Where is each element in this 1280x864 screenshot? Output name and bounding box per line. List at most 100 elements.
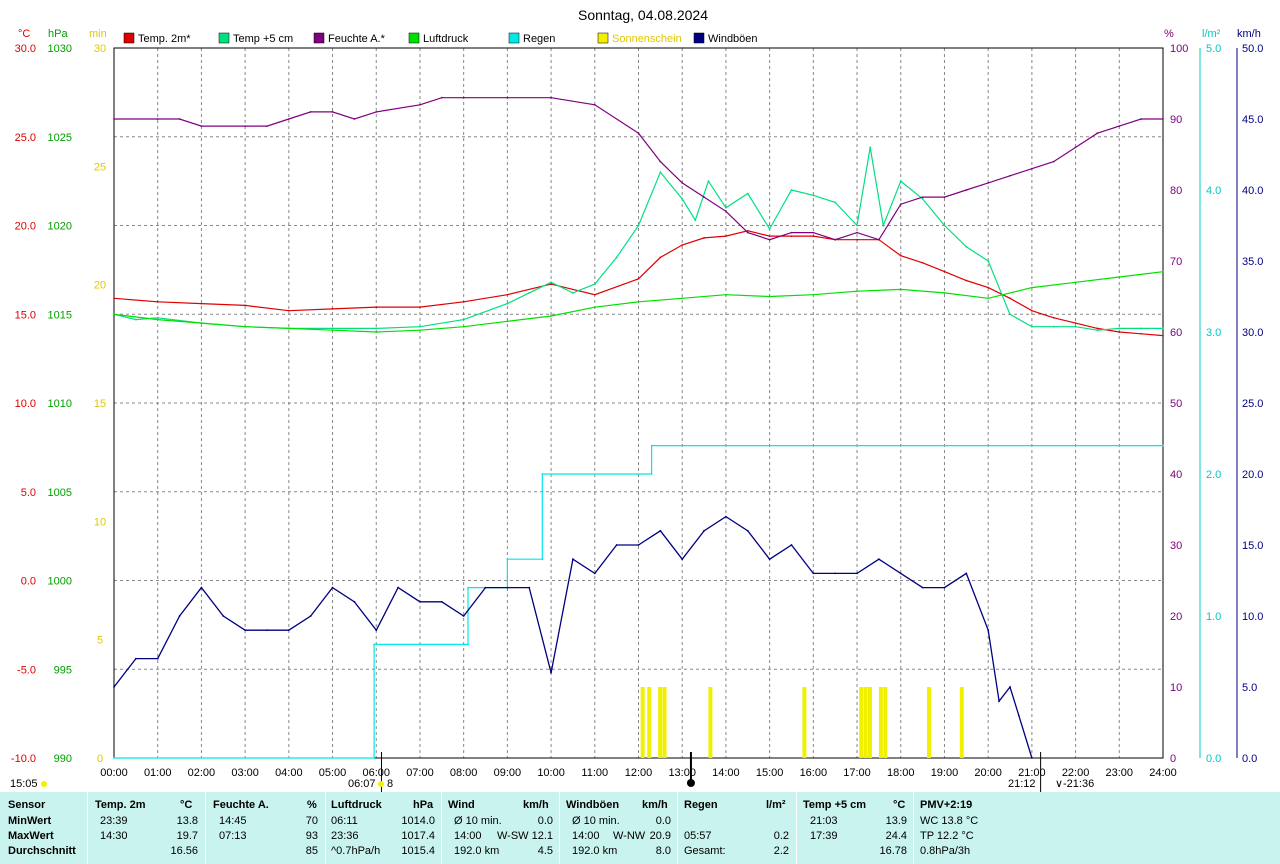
stats-header-hum: Feuchte A. — [213, 799, 269, 811]
stats-press_v-2: 1015.4 — [401, 845, 435, 857]
series-point-3-2 — [200, 322, 203, 325]
series-point-2-7 — [309, 111, 312, 113]
tick-time-9: 09:00 — [494, 767, 522, 779]
stats-header-soil: Temp +5 cm — [803, 799, 867, 811]
series-point-5-11 — [353, 600, 356, 603]
series-point-1-13 — [572, 292, 574, 294]
tick-time-16: 16:00 — [800, 767, 828, 779]
tick-rain-0: 5.0 — [1206, 43, 1221, 55]
stats-hum_t-1: 07:13 — [219, 830, 247, 842]
tick-humidity-2: 80 — [1170, 185, 1182, 197]
series-point-2-33 — [987, 182, 990, 184]
tick-humidity-9: 10 — [1170, 682, 1182, 694]
tick-pressure-1: 1025 — [48, 132, 72, 144]
series-point-3-15 — [768, 295, 771, 298]
sun-icon — [41, 781, 47, 787]
tick-rain-4: 1.0 — [1206, 611, 1221, 623]
series-point-5-39 — [965, 572, 968, 575]
series-point-1-22 — [746, 192, 749, 195]
statistics-table: Sensor Temp. 2m °C Feuchte A. % Luftdruc… — [0, 792, 1280, 864]
stats-header-soil-unit: °C — [893, 799, 906, 811]
series-point-1-36 — [1030, 325, 1033, 328]
tick-time-11: 11:00 — [581, 767, 608, 779]
series-point-2-30 — [921, 196, 924, 199]
tick-time-8: 08:00 — [450, 767, 478, 779]
annot-sunrise: 06:07 — [348, 778, 376, 790]
stats-press_t-2: ^0.7hPa/h — [331, 845, 381, 857]
series-point-2-1 — [156, 118, 159, 120]
stats-gust_t-0: Ø 10 min. — [572, 815, 620, 827]
series-point-5-40 — [987, 629, 990, 632]
series-point-5-38 — [943, 586, 946, 589]
series-point-3-12 — [637, 300, 640, 303]
series-point-5-10 — [331, 586, 334, 589]
tick-time-21: 21:00 — [1018, 767, 1046, 779]
series-point-2-36 — [1052, 160, 1055, 163]
series-point-1-35 — [1009, 313, 1011, 316]
series-point-2-34 — [1009, 174, 1011, 177]
legend-swatch-3 — [408, 32, 420, 44]
series-point-0-34 — [1118, 331, 1121, 333]
tick-time-10: 10:00 — [537, 767, 565, 779]
series-point-1-34 — [987, 260, 990, 262]
series-point-0-25 — [921, 261, 924, 264]
series-point-0-1 — [156, 300, 159, 303]
series-point-5-30 — [768, 558, 771, 561]
legend-label-5: Sonnenschein — [612, 33, 682, 45]
tick-time-15: 15:00 — [756, 767, 784, 779]
moon-icon — [686, 779, 695, 787]
legend-label-0: Temp. 2m* — [138, 33, 191, 45]
annot-sunset: 21:12 — [1008, 778, 1036, 790]
stats-hum_v-0: 70 — [305, 815, 318, 827]
sun-bar-7 — [863, 687, 868, 758]
series-point-3-19 — [943, 292, 946, 294]
legend-swatch-5 — [597, 32, 609, 44]
tick-time-4: 04:00 — [275, 767, 303, 779]
series-point-2-37 — [1074, 146, 1077, 149]
legend-label-3: Luftdruck — [423, 33, 469, 45]
series-point-1-21 — [725, 206, 727, 209]
stats-temp_v-0: 13.8 — [176, 815, 198, 827]
chart-axes: 30.025.020.015.010.05.00.0-5.0-10.010301… — [11, 43, 1264, 779]
series-point-0-36 — [1162, 334, 1164, 337]
series-point-2-2 — [178, 118, 181, 120]
stats-pmv-0: WC 13.8 °C — [920, 815, 979, 827]
stats-temp_t-0: 23:39 — [100, 815, 128, 827]
sun-bar-5 — [802, 687, 807, 758]
series-point-1-6 — [331, 327, 334, 330]
series-point-3-17 — [856, 290, 858, 293]
sun-bar-8 — [867, 687, 872, 758]
series-point-3-22 — [1074, 281, 1077, 284]
annot-left-corner: 15:05 — [10, 778, 38, 790]
stats-label-0: MinWert — [8, 815, 52, 827]
series-point-0-13 — [659, 256, 662, 259]
tick-wind-7: 15.0 — [1242, 540, 1263, 552]
series-point-1-12 — [550, 281, 552, 284]
tick-humidity-8: 20 — [1170, 611, 1182, 623]
series-point-4-0 — [113, 757, 115, 759]
sun-bar-4 — [708, 687, 713, 758]
tick-wind-6: 20.0 — [1242, 469, 1263, 481]
tick-time-14: 14:00 — [712, 767, 740, 779]
series-point-5-22 — [593, 572, 596, 575]
stats-rain_t-2: Gesamt: — [684, 845, 726, 857]
series-point-1-24 — [790, 189, 793, 191]
stats-wind_t-1: 14:00 — [454, 830, 482, 842]
legend-label-2: Feuchte A.* — [328, 33, 386, 45]
series-point-0-18 — [768, 235, 771, 238]
tick-time-13: 13:00 — [668, 767, 696, 779]
tick-time-24: 24:00 — [1149, 767, 1177, 779]
series-point-2-25 — [812, 231, 815, 234]
series-point-0-17 — [746, 229, 749, 232]
tick-rain-1: 4.0 — [1206, 185, 1221, 197]
series-point-0-3 — [244, 304, 247, 307]
series-point-0-15 — [703, 237, 705, 239]
stats-header-pmv: PMV+2:19 — [920, 799, 973, 811]
stats-gust_v-2: 8.0 — [655, 845, 671, 857]
series-point-1-20 — [707, 180, 710, 183]
series-point-0-35 — [1140, 332, 1143, 335]
series-point-1-37 — [1052, 325, 1055, 328]
series-point-4-4 — [467, 586, 469, 589]
series-point-0-22 — [856, 238, 858, 241]
series-point-5-12 — [375, 629, 378, 632]
